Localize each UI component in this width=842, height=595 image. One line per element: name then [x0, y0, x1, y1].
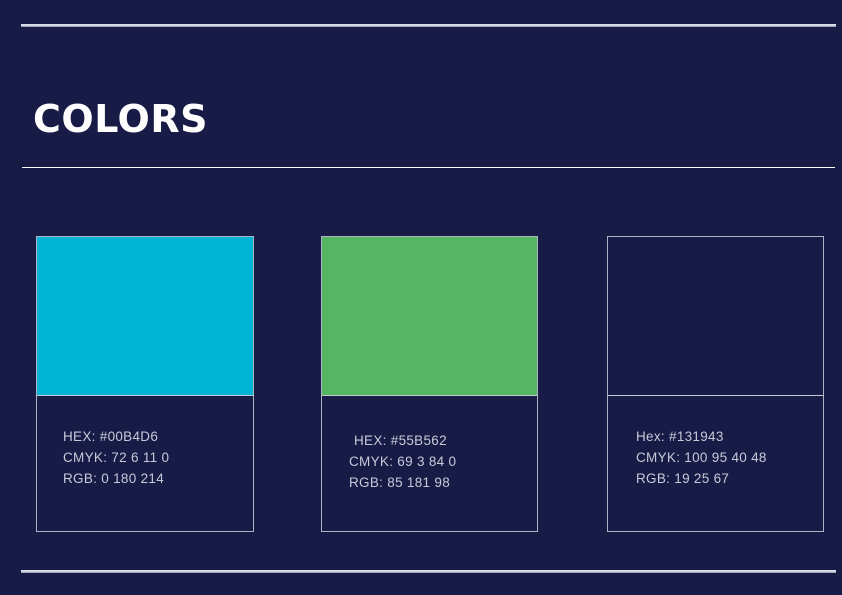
color-swatch-card-navy: Hex: #131943 CMYK: 100 95 40 48 RGB: 19 … — [607, 236, 824, 532]
color-values-green: HEX: #55B562 CMYK: 69 3 84 0 RGB: 85 181… — [322, 396, 537, 493]
color-swatch-fill-green — [322, 237, 537, 396]
color-values-navy: Hex: #131943 CMYK: 100 95 40 48 RGB: 19 … — [608, 396, 823, 489]
color-swatch-fill-navy — [608, 237, 823, 396]
color-swatch-card-green: HEX: #55B562 CMYK: 69 3 84 0 RGB: 85 181… — [321, 236, 538, 532]
cmyk-value: CMYK: 100 95 40 48 — [636, 450, 767, 465]
top-divider-line — [21, 24, 836, 27]
color-swatch-fill-blue — [37, 237, 253, 396]
hex-value: HEX: #55B562 — [354, 433, 447, 448]
color-swatch-card-blue: HEX: #00B4D6 CMYK: 72 6 11 0 RGB: 0 180 … — [36, 236, 254, 532]
hex-value: Hex: #131943 — [636, 429, 724, 444]
cmyk-value: CMYK: 69 3 84 0 — [349, 454, 457, 469]
color-values-blue: HEX: #00B4D6 CMYK: 72 6 11 0 RGB: 0 180 … — [37, 396, 253, 489]
hex-value: HEX: #00B4D6 — [63, 429, 159, 444]
rgb-value: RGB: 85 181 98 — [349, 475, 451, 490]
page-title: COLORS — [33, 97, 208, 142]
rgb-value: RGB: 19 25 67 — [636, 471, 730, 486]
cmyk-value: CMYK: 72 6 11 0 — [63, 450, 170, 465]
rgb-value: RGB: 0 180 214 — [63, 471, 165, 486]
bottom-divider-line — [21, 570, 836, 573]
title-divider-line — [22, 167, 835, 169]
